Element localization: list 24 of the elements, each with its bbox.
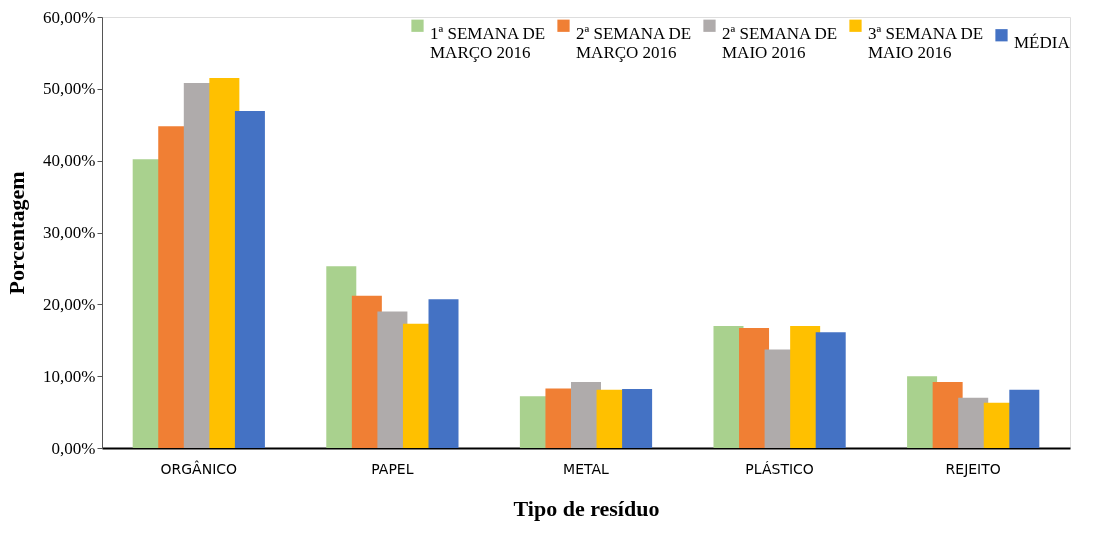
legend-label: 2ª SEMANA DE MAIO 2016 (722, 23, 838, 62)
legend-label: MÉDIA (1014, 33, 1071, 53)
bar (622, 389, 653, 448)
x-tick-label: REJEITO (945, 460, 1001, 477)
y-tick-label: 30,00% (43, 223, 96, 242)
legend-label: 3ª SEMANA DE MAIO 2016 (868, 23, 984, 62)
y-tick-label: 10,00% (43, 366, 96, 386)
bar (234, 111, 265, 448)
y-axis-title: Porcentagem (4, 171, 30, 295)
legend-label: 2ª SEMANA DE MARÇO 2016 (576, 23, 692, 62)
y-tick-label: 40,00% (43, 151, 96, 171)
x-tick-label: METAL (563, 460, 610, 477)
bar (428, 299, 459, 448)
x-tick-label: ORGÂNICO (160, 459, 238, 477)
bar (1009, 389, 1040, 448)
y-tick-label: 50,00% (43, 79, 96, 99)
legend-label: 1ª SEMANA DE MARÇO 2016 (430, 23, 546, 62)
y-tick-label: 20,00% (43, 294, 96, 314)
x-tick-label: PLÁSTICO (745, 460, 814, 477)
bar (815, 332, 846, 448)
y-tick-label: 0,00% (51, 438, 96, 458)
x-axis-title: Tipo de resíduo (513, 495, 660, 521)
y-tick-label: 60,00% (43, 7, 96, 27)
x-tick-label: PAPEL (371, 460, 414, 477)
